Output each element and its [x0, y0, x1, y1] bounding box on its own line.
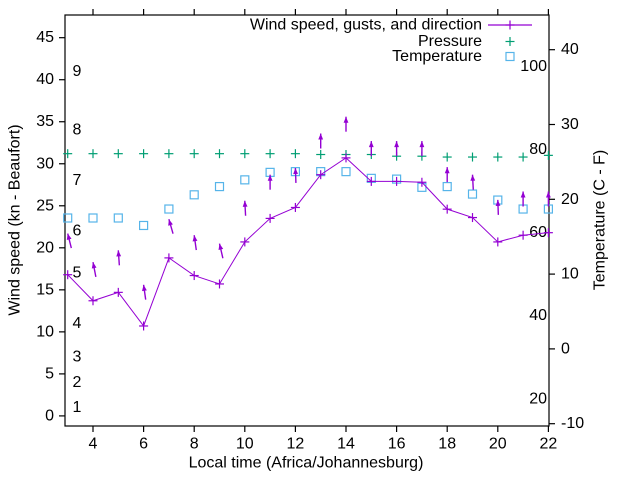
gust-arrow-head: [394, 141, 399, 148]
y-right-axis-title: Temperature (C - F): [592, 150, 609, 290]
temperature-point: [240, 175, 250, 185]
temperature-point: [341, 167, 351, 177]
temperature-point: [467, 189, 478, 199]
y-left-tick-label: 20: [36, 239, 54, 256]
temperature-point: [139, 220, 149, 231]
beaufort-scale-label: 4: [73, 315, 82, 332]
temperature-point: [214, 181, 225, 192]
fahrenheit-scale-label: 20: [529, 390, 547, 407]
beaufort-scale-label: 6: [73, 223, 82, 240]
y-right-tick-label: 30: [561, 116, 579, 133]
x-axis-title: Local time (Africa/Johannesburg): [189, 455, 424, 472]
x-tick-label: 20: [489, 436, 507, 453]
x-tick-label: 8: [190, 436, 199, 453]
gust-arrow-head: [546, 191, 551, 198]
fahrenheit-scale-label: 60: [529, 224, 547, 241]
temperature-point: [164, 204, 174, 214]
gust-arrow-head: [368, 141, 374, 148]
plot-border: [64, 14, 550, 427]
fahrenheit-scale-label: 100: [520, 58, 547, 75]
gust-arrow-head: [142, 284, 147, 292]
x-tick-label: 6: [139, 436, 148, 453]
x-tick-label: 12: [287, 436, 305, 453]
beaufort-scale-label: 3: [73, 349, 82, 366]
y-left-tick-label: 35: [36, 113, 54, 130]
beaufort-scale-label: 8: [73, 122, 82, 139]
gust-arrow-head: [520, 191, 526, 198]
y-left-tick-label: 30: [36, 155, 54, 172]
y-left-tick-label: 15: [36, 281, 54, 298]
legend-label: Temperature: [392, 48, 482, 65]
beaufort-scale-label: 2: [73, 374, 82, 391]
temperature-point: [442, 181, 452, 192]
y-right-tick-label: -10: [561, 415, 584, 432]
y-left-tick-label: 25: [36, 197, 54, 214]
y-left-tick-label: 40: [36, 71, 54, 88]
beaufort-scale-label: 9: [73, 63, 82, 80]
gust-arrow-head: [168, 219, 173, 226]
gust-arrow-head: [470, 174, 476, 181]
y-left-tick-label: 0: [45, 407, 54, 424]
y-right-tick-label: 40: [561, 41, 579, 58]
gust-arrow-head: [293, 167, 298, 175]
gust-arrow-head: [343, 116, 349, 123]
beaufort-scale-label: 5: [73, 265, 82, 282]
gust-arrow-head: [218, 243, 224, 250]
x-tick-label: 16: [388, 436, 406, 453]
legend-label: Pressure: [418, 33, 482, 50]
fahrenheit-scale-label: 40: [529, 307, 547, 324]
x-tick-label: 18: [438, 436, 456, 453]
legend-sample-square: [505, 51, 515, 62]
y-left-tick-label: 10: [36, 323, 54, 340]
y-left-tick-label: 5: [45, 365, 54, 382]
temperature-point: [63, 213, 73, 223]
gust-arrow-head: [116, 250, 122, 257]
gust-arrow-head: [318, 133, 324, 140]
temperature-point: [113, 213, 123, 223]
gust-arrow-head: [267, 174, 273, 181]
y-left-tick-label: 45: [36, 29, 54, 46]
gust-arrow-head: [419, 141, 425, 148]
x-tick-label: 14: [337, 436, 355, 453]
beaufort-scale-label: 7: [73, 172, 82, 189]
legend-label: Wind speed, gusts, and direction: [250, 17, 482, 34]
gust-arrow-head: [91, 262, 97, 269]
x-tick-label: 10: [236, 436, 254, 453]
gust-arrow-head: [444, 167, 450, 174]
y-right-tick-label: 10: [561, 266, 579, 283]
beaufort-scale-label: 1: [73, 399, 82, 416]
y-right-tick-label: 20: [561, 191, 579, 208]
y-right-tick-label: 0: [561, 340, 570, 357]
x-tick-label: 22: [540, 436, 558, 453]
gust-arrow-head: [192, 235, 198, 242]
gust-arrow-head: [242, 200, 248, 207]
gust-arrow-head: [66, 233, 72, 240]
gust-arrow-head: [495, 199, 501, 206]
temperature-point: [189, 190, 199, 200]
x-tick-label: 4: [89, 436, 98, 453]
y-left-axis-title: Wind speed (kn - Beaufort): [7, 124, 24, 315]
wind-speed-line: [67, 157, 549, 328]
fahrenheit-scale-label: 80: [529, 141, 547, 158]
temperature-point: [88, 213, 98, 223]
